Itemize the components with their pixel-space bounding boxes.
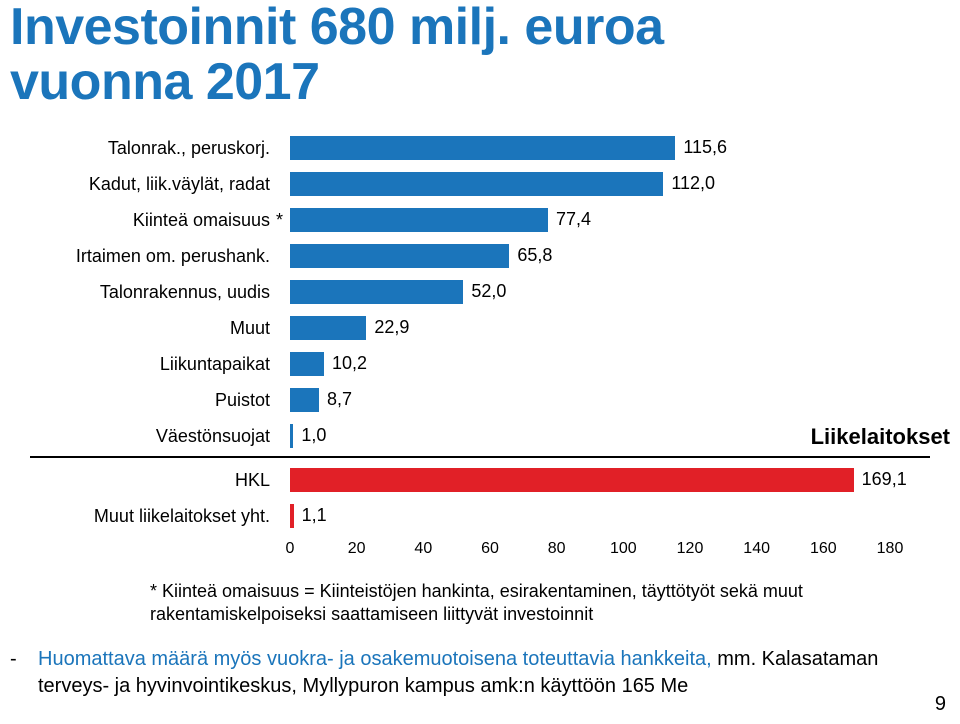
axis-tick: 120 bbox=[677, 540, 704, 558]
page-title: Investoinnit 680 milj. euroa vuonna 2017 bbox=[10, 0, 664, 109]
side-label-liikelaitokset: Liikelaitokset bbox=[811, 424, 950, 450]
bar-plot-cell: 65,8 bbox=[290, 242, 890, 270]
bullet-text: Huomattava määrä myös vuokra- ja osakemu… bbox=[38, 646, 930, 700]
bar-plot-cell: 22,9 bbox=[290, 314, 890, 342]
category-label: HKL bbox=[30, 470, 276, 491]
category-label: Liikuntapaikat bbox=[30, 354, 276, 375]
category-label: Kiinteä omaisuus bbox=[30, 210, 276, 231]
value-label: 77,4 bbox=[556, 209, 591, 230]
value-label: 169,1 bbox=[862, 469, 907, 490]
category-label: Puistot bbox=[30, 390, 276, 411]
category-label: Kadut, liik.väylät, radat bbox=[30, 174, 276, 195]
chart-row: Muut liikelaitokset yht. 1,1 bbox=[30, 498, 930, 534]
chart-row: HKL 169,1 bbox=[30, 462, 930, 498]
axis-tick: 20 bbox=[348, 540, 366, 558]
bullet-dash: - bbox=[10, 646, 38, 700]
bar bbox=[290, 172, 663, 196]
value-label: 10,2 bbox=[332, 353, 367, 374]
bar bbox=[290, 504, 294, 528]
x-axis: 0 20 40 60 80 100 120 140 160 180 bbox=[30, 540, 930, 564]
chart-row: Talonrak., peruskorj. 115,6 bbox=[30, 130, 930, 166]
section-divider bbox=[30, 456, 930, 458]
axis-tick: 100 bbox=[610, 540, 637, 558]
chart-footnote: * Kiinteä omaisuus = Kiinteistöjen hanki… bbox=[150, 580, 890, 627]
chart-row: Liikuntapaikat 10,2 bbox=[30, 346, 930, 382]
bar bbox=[290, 352, 324, 376]
bar-plot-cell: 8,7 bbox=[290, 386, 890, 414]
bar bbox=[290, 424, 293, 448]
category-label: Väestönsuojat bbox=[30, 426, 276, 447]
bar-plot-cell: 115,6 bbox=[290, 134, 890, 162]
page-number: 9 bbox=[935, 693, 946, 716]
chart-row: Väestönsuojat 1,0 bbox=[30, 418, 930, 454]
title-line-2: vuonna 2017 bbox=[10, 53, 320, 111]
bullet-list: - Huomattava määrä myös vuokra- ja osake… bbox=[10, 646, 930, 700]
bar-plot-cell: 1,0 bbox=[290, 422, 890, 450]
bar-plot-cell: 52,0 bbox=[290, 278, 890, 306]
bullet-item: - Huomattava määrä myös vuokra- ja osake… bbox=[10, 646, 930, 700]
bar bbox=[290, 244, 509, 268]
bar bbox=[290, 280, 463, 304]
category-label: Irtaimen om. perushank. bbox=[30, 246, 276, 267]
bar bbox=[290, 208, 548, 232]
bullet-main-text: Huomattava määrä myös vuokra- ja osakemu… bbox=[38, 648, 717, 670]
value-label: 1,1 bbox=[302, 505, 327, 526]
category-label: Muut liikelaitokset yht. bbox=[30, 506, 276, 527]
star-marker: * bbox=[276, 210, 290, 231]
axis-tick: 180 bbox=[877, 540, 904, 558]
bar-plot-cell: 77,4 bbox=[290, 206, 890, 234]
axis-tick: 80 bbox=[548, 540, 566, 558]
bar bbox=[290, 316, 366, 340]
bar-chart: Talonrak., peruskorj. 115,6 Kadut, liik.vä… bbox=[30, 130, 930, 580]
chart-row: Kiinteä omaisuus* 77,4 bbox=[30, 202, 930, 238]
axis-ticks: 020406080100120140160180 bbox=[290, 540, 890, 564]
bar-plot-cell: 10,2 bbox=[290, 350, 890, 378]
bar-plot-cell: 112,0 bbox=[290, 170, 890, 198]
chart-row: Kadut, liik.väylät, radat 112,0 bbox=[30, 166, 930, 202]
title-line-1: Investoinnit 680 milj. euroa bbox=[10, 0, 664, 56]
bar-plot-cell: 1,1 bbox=[290, 502, 890, 530]
bar bbox=[290, 468, 854, 492]
value-label: 112,0 bbox=[671, 173, 715, 194]
bar bbox=[290, 136, 675, 160]
bar-plot-cell: 169,1 bbox=[290, 466, 890, 494]
value-label: 115,6 bbox=[683, 137, 727, 158]
chart-row: Talonrakennus, uudis 52,0 bbox=[30, 274, 930, 310]
chart-row: Muut 22,9 bbox=[30, 310, 930, 346]
category-label: Muut bbox=[30, 318, 276, 339]
axis-tick: 40 bbox=[414, 540, 432, 558]
axis-tick: 140 bbox=[743, 540, 770, 558]
category-label: Talonrakennus, uudis bbox=[30, 282, 276, 303]
axis-tick: 60 bbox=[481, 540, 499, 558]
category-label: Talonrak., peruskorj. bbox=[30, 138, 276, 159]
chart-row: Irtaimen om. perushank. 65,8 bbox=[30, 238, 930, 274]
value-label: 1,0 bbox=[301, 425, 326, 446]
value-label: 8,7 bbox=[327, 389, 352, 410]
bar bbox=[290, 388, 319, 412]
chart-row: Puistot 8,7 bbox=[30, 382, 930, 418]
value-label: 65,8 bbox=[517, 245, 552, 266]
value-label: 52,0 bbox=[471, 281, 506, 302]
axis-tick: 160 bbox=[810, 540, 837, 558]
value-label: 22,9 bbox=[374, 317, 409, 338]
axis-tick: 0 bbox=[286, 540, 295, 558]
